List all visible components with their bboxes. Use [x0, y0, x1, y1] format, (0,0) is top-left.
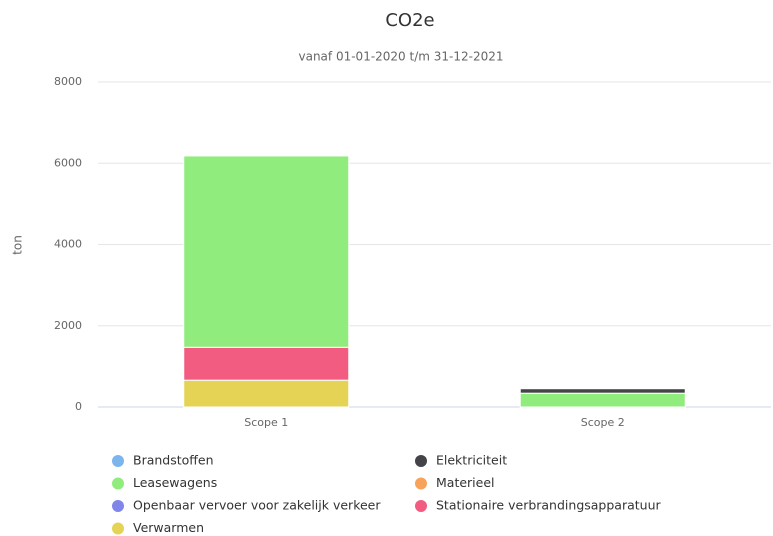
legend-label: Openbaar vervoer voor zakelijk verkeer [133, 498, 381, 513]
legend-marker [112, 455, 124, 467]
bar-segment [519, 388, 686, 394]
legend-label: Stationaire verbrandingsapparatuur [436, 498, 661, 513]
legend-label: Brandstoffen [133, 453, 214, 468]
legend-label: Materieel [436, 475, 495, 490]
y-tick-label: 6000 [54, 156, 82, 169]
x-tick-label: Scope 1 [244, 416, 288, 429]
chart-title: CO2e [385, 10, 434, 31]
legend-marker [415, 477, 427, 490]
y-axis-label: ton [11, 235, 25, 255]
legend-marker [112, 522, 124, 535]
legend-marker [415, 455, 427, 467]
y-tick-label: 8000 [54, 75, 82, 88]
y-tick-label: 2000 [54, 319, 82, 332]
y-tick-label: 4000 [54, 238, 82, 251]
legend-label: Leasewagens [133, 475, 217, 490]
legend-label: Elektriciteit [436, 453, 507, 468]
legend-marker [415, 500, 427, 512]
bar-segment [519, 392, 686, 408]
y-tick-label: 0 [75, 400, 82, 413]
legend-marker [112, 477, 124, 490]
bar-segment [183, 155, 350, 348]
x-tick-label: Scope 2 [581, 416, 625, 429]
bar-segment [183, 346, 350, 381]
legend-marker [112, 500, 124, 512]
legend-label: Verwarmen [133, 520, 204, 535]
chart-subtitle: vanaf 01-01-2020 t/m 31-12-2021 [299, 50, 504, 64]
bar-segment [183, 379, 350, 408]
